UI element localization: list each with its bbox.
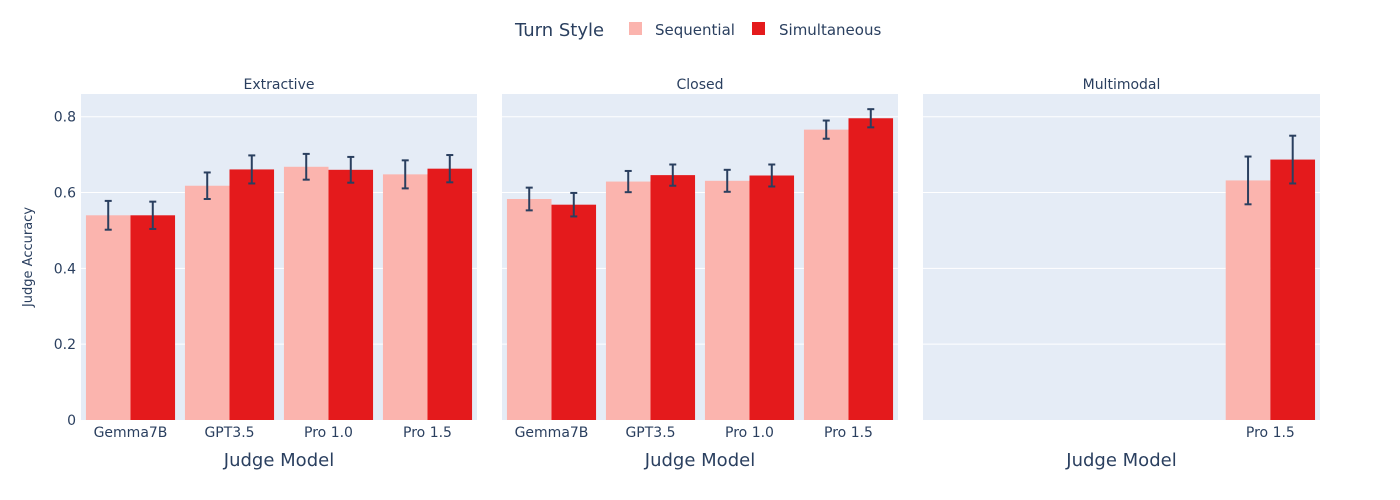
error-bar bbox=[669, 163, 677, 187]
bar-sequential bbox=[506, 199, 552, 420]
error-bar bbox=[570, 191, 578, 218]
x-tick-label: Gemma7B bbox=[94, 425, 168, 441]
bar-sequential bbox=[85, 215, 131, 420]
x-tick-label: Pro 1.5 bbox=[403, 425, 452, 441]
legend: Turn Style Sequential Simultaneous bbox=[514, 20, 881, 41]
bar-simultaneous bbox=[650, 175, 696, 420]
x-tick-label: GPT3.5 bbox=[204, 425, 254, 441]
panel-extractive: Extractive Judge Model Gemma7B GPT3.5 Pro 1.… bbox=[81, 77, 477, 471]
x-tick-label: GPT3.5 bbox=[625, 425, 675, 441]
legend-title: Turn Style bbox=[514, 20, 604, 41]
panel-title: Closed bbox=[676, 77, 723, 93]
bar-sequential bbox=[184, 185, 230, 420]
error-bar bbox=[149, 200, 157, 230]
x-tick-label: Pro 1.0 bbox=[725, 425, 774, 441]
y-axis-title: Judge Accuracy bbox=[21, 207, 36, 308]
error-bar bbox=[248, 154, 256, 185]
bar-sequential bbox=[704, 180, 750, 420]
error-bar bbox=[401, 159, 409, 190]
panel-multimodal: Multimodal Judge Model Pro 1.5 bbox=[923, 77, 1320, 471]
error-bar bbox=[768, 163, 776, 188]
panel-title: Multimodal bbox=[1083, 77, 1161, 93]
y-tick-label: 0 bbox=[67, 413, 76, 429]
bar-sequential bbox=[382, 174, 428, 420]
legend-swatch-simultaneous bbox=[752, 22, 765, 35]
error-bar bbox=[1244, 155, 1252, 206]
x-axis-title: Judge Model bbox=[644, 450, 755, 471]
legend-swatch-sequential bbox=[629, 22, 642, 35]
error-bar bbox=[723, 168, 731, 193]
error-bar bbox=[446, 154, 454, 184]
bar-simultaneous bbox=[848, 118, 894, 420]
bar-simultaneous bbox=[328, 169, 374, 420]
bar-sequential bbox=[803, 129, 849, 420]
error-bar bbox=[822, 119, 830, 140]
y-tick-label: 0.8 bbox=[54, 110, 76, 126]
panel-closed: Closed Judge Model Gemma7B GPT3.5 Pro 1.0 Pro… bbox=[502, 77, 898, 471]
bar-simultaneous bbox=[749, 175, 795, 420]
y-tick-label: 0.2 bbox=[54, 337, 76, 353]
error-bar bbox=[525, 186, 533, 212]
y-tick-label: 0.4 bbox=[54, 261, 76, 277]
error-bar bbox=[302, 152, 310, 181]
error-bar bbox=[624, 169, 632, 194]
bar-simultaneous bbox=[1270, 159, 1316, 420]
bar-simultaneous bbox=[551, 204, 597, 420]
legend-label-simultaneous: Simultaneous bbox=[779, 21, 881, 39]
bar-sequential bbox=[1225, 180, 1271, 420]
error-bar bbox=[104, 199, 112, 231]
bar-simultaneous bbox=[427, 168, 473, 420]
error-bar bbox=[867, 108, 875, 129]
error-bar bbox=[203, 171, 211, 201]
bar-sequential bbox=[283, 166, 329, 420]
x-tick-label: Gemma7B bbox=[515, 425, 589, 441]
error-bar bbox=[347, 155, 355, 184]
y-tick-label: 0.6 bbox=[54, 186, 76, 202]
legend-label-sequential: Sequential bbox=[655, 21, 735, 39]
x-tick-label: Pro 1.5 bbox=[824, 425, 873, 441]
bar-simultaneous bbox=[229, 169, 275, 420]
panel-title: Extractive bbox=[244, 77, 315, 93]
x-tick-label: Pro 1.0 bbox=[304, 425, 353, 441]
x-tick-label: Pro 1.5 bbox=[1246, 425, 1295, 441]
x-axis-title: Judge Model bbox=[223, 450, 334, 471]
bar-sequential bbox=[605, 181, 651, 420]
x-axis-title: Judge Model bbox=[1065, 450, 1176, 471]
bar-simultaneous bbox=[130, 215, 176, 420]
error-bar bbox=[1289, 134, 1297, 185]
